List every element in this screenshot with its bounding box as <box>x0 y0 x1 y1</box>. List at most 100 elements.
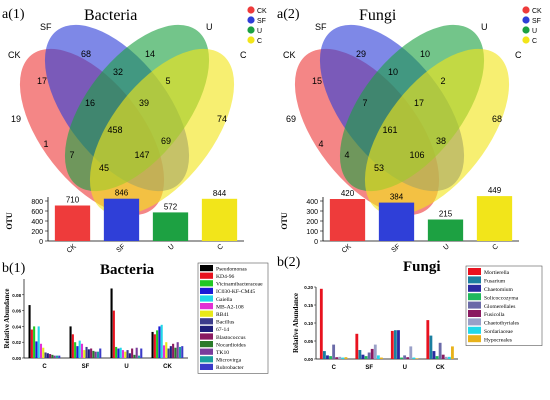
bar-value-label: 846 <box>115 189 129 198</box>
venn-region-count: 7 <box>69 150 74 160</box>
abundance-bar <box>90 348 93 358</box>
legend-label: U <box>257 28 262 35</box>
abundance-bar <box>117 348 120 358</box>
venn-region-count: 14 <box>145 49 155 59</box>
legend-label: Bacillus <box>216 320 234 326</box>
x-tick-label: CK <box>341 243 353 255</box>
abundance-bar <box>376 355 380 359</box>
legend-marker <box>247 36 255 44</box>
x-tick-label: CK <box>66 243 78 255</box>
abundance-bar <box>373 344 377 359</box>
otu-bar-chart-a(2): 0 100 200 300 400 OTU 420 CK 384 SF 215 U 449 C <box>280 186 519 255</box>
otu-bar <box>476 196 513 241</box>
legend-label: Hypocreales <box>484 337 512 343</box>
legend-swatch <box>200 310 213 317</box>
abundance-bar <box>156 330 159 358</box>
y-tick-label: 0.05 <box>304 339 313 344</box>
abundance-bar <box>158 326 161 358</box>
abundance-bar <box>153 334 156 358</box>
legend-label: Microvirga <box>216 358 242 364</box>
legend-marker <box>522 26 530 34</box>
x-tick-label: C <box>332 365 337 371</box>
legend-swatch <box>200 303 213 310</box>
abundance-bar <box>124 351 127 358</box>
abundance-bar <box>432 351 436 359</box>
venn-region-count: 147 <box>134 150 149 160</box>
x-tick-label: SF <box>82 364 90 370</box>
abundance-bar <box>39 343 43 358</box>
legend-swatch <box>468 284 481 292</box>
venn-region-count: 74 <box>217 114 227 124</box>
abundance-bar <box>367 352 371 359</box>
x-tick-label: SF <box>115 243 126 254</box>
panel-label: b(1) <box>2 261 26 276</box>
abundance-bar <box>135 347 138 358</box>
y-axis-label: OTU <box>5 212 14 230</box>
venn-region-count: 106 <box>409 150 424 160</box>
legend-label: SF <box>257 18 266 25</box>
legend-label: C <box>257 38 262 45</box>
venn-set-label: C <box>515 50 522 60</box>
legend-swatch <box>200 341 213 348</box>
venn-legend: CK SF UC <box>247 6 267 45</box>
venn-region-count: 32 <box>113 67 123 77</box>
abundance-bar <box>447 356 451 359</box>
abundance-bar <box>426 320 430 359</box>
abundance-bar <box>409 346 413 359</box>
legend-label: Pseudomonas <box>216 266 247 272</box>
abundance-bar <box>181 346 184 358</box>
legend-label: Glomerellales <box>484 304 515 310</box>
otu-bar <box>201 198 238 241</box>
legend-swatch <box>200 318 213 325</box>
x-tick-label: CK <box>436 365 445 371</box>
abundance-bar <box>451 346 454 359</box>
abundance-bar <box>406 357 410 359</box>
y-tick-label: 200 <box>306 219 318 226</box>
legend-label: C <box>532 38 537 45</box>
abundance-bar <box>140 348 143 358</box>
abundance-bar <box>126 350 129 358</box>
abundance-bar <box>390 330 394 359</box>
panel-title: Bacteria <box>84 7 137 24</box>
abundance-bar <box>115 346 118 358</box>
bar-value-label: 710 <box>66 196 80 205</box>
legend-swatch <box>200 325 213 332</box>
bar-value-label: 572 <box>164 202 178 211</box>
venn-region-count: 17 <box>414 98 424 108</box>
legend-label: CK <box>257 8 267 15</box>
legend-label: SF <box>532 18 541 25</box>
legend-swatch <box>200 280 213 287</box>
abundance-bar <box>380 357 383 359</box>
abundance-bar <box>326 355 329 359</box>
abundance-bar <box>438 342 442 359</box>
x-tick-label: C <box>491 243 499 252</box>
abundance-bar <box>37 326 40 358</box>
legend-swatch <box>468 310 481 317</box>
venn-set-c <box>89 48 235 216</box>
venn-region-count: 7 <box>362 98 367 108</box>
legend-marker <box>247 6 255 14</box>
abundance-bar <box>341 357 345 359</box>
abundance-bar <box>169 346 172 358</box>
abundance-bar <box>33 326 36 358</box>
bar-value-label: 420 <box>341 189 355 198</box>
y-tick-label: 0.04 <box>12 324 21 329</box>
otu-bar <box>329 199 366 241</box>
legend-label: Sordariaceae <box>484 329 513 335</box>
abundance-bar <box>35 341 38 358</box>
legend-swatch <box>468 276 481 284</box>
venn-set-label: U <box>206 22 213 32</box>
abundance-bar <box>94 351 97 358</box>
venn-set-label: C <box>240 50 247 60</box>
x-tick-label: SF <box>390 243 401 254</box>
abundance-bar-chart-b(2): b(2) Fungi 0.00 0.05 0.10 0.15 0.20 Relative Ab… <box>277 255 543 371</box>
venn-region-count: 17 <box>37 76 47 86</box>
abundance-bar <box>58 355 61 358</box>
otu-bar <box>103 198 140 241</box>
abundance-bar <box>55 355 59 358</box>
y-tick-label: 0 <box>314 239 318 246</box>
panel-label: b(2) <box>277 255 301 270</box>
venn-region-count: 69 <box>286 114 296 124</box>
venn-region-count: 458 <box>107 125 122 135</box>
legend-label: 67-14 <box>216 327 229 333</box>
